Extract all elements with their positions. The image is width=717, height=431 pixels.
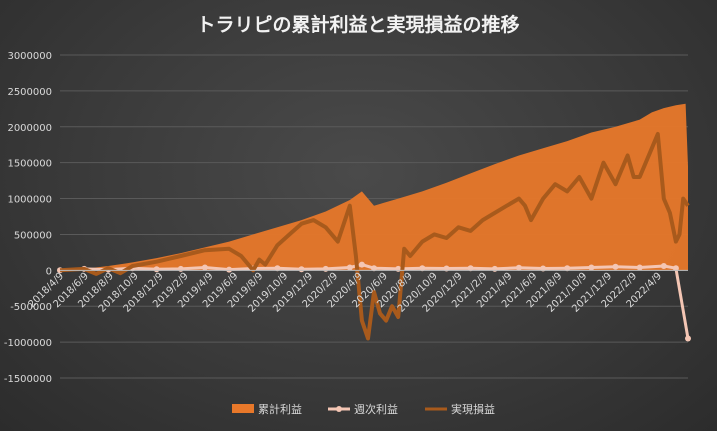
- legend-label: 週次利益: [354, 402, 398, 416]
- data-point: [274, 265, 281, 272]
- data-point: [419, 265, 426, 272]
- y-tick-label: 3000000: [7, 51, 52, 62]
- legend: 累計利益 週次利益 実現損益: [232, 402, 495, 416]
- data-point: [660, 263, 667, 269]
- legend-label: 実現損益: [451, 402, 495, 416]
- data-point: [298, 266, 305, 273]
- data-point: [371, 265, 377, 272]
- y-tick-label: 1000000: [7, 195, 52, 206]
- chart-title: トラリピの累計利益と実現損益の推移: [196, 13, 519, 36]
- data-point: [226, 266, 233, 273]
- legend-label: 累計利益: [258, 402, 302, 416]
- series-area-累計利益: [60, 103, 688, 271]
- data-point: [467, 265, 474, 272]
- plot-area: [57, 103, 691, 342]
- y-tick-label: 1500000: [7, 159, 52, 170]
- data-point: [672, 265, 679, 272]
- series-line-実現損益: [59, 132, 690, 341]
- y-tick-label: 2000000: [7, 123, 52, 134]
- y-tick-label: -1000000: [4, 338, 52, 349]
- data-point: [201, 264, 208, 271]
- y-tick-label: 500000: [14, 230, 52, 241]
- data-point: [636, 264, 643, 271]
- data-point: [358, 261, 365, 268]
- y-tick-label: 0: [46, 266, 52, 277]
- data-point: [491, 265, 498, 272]
- legend-marker: [336, 406, 342, 412]
- x-axis: 2018/4/92018/6/92018/8/92018/10/92018/12…: [27, 271, 665, 315]
- y-tick-label: 2500000: [7, 87, 52, 98]
- legend-swatch: [232, 404, 254, 413]
- data-point: [588, 264, 595, 271]
- data-point: [612, 263, 619, 270]
- data-point: [564, 265, 571, 272]
- data-point: [685, 335, 691, 342]
- y-tick-label: -500000: [10, 302, 52, 313]
- y-tick-label: -1500000: [4, 374, 52, 385]
- y-axis: 3000000 2500000 2000000 1500000 1000000 50000…: [4, 51, 52, 385]
- data-point: [346, 264, 353, 271]
- data-point: [322, 265, 329, 272]
- data-point: [515, 264, 522, 271]
